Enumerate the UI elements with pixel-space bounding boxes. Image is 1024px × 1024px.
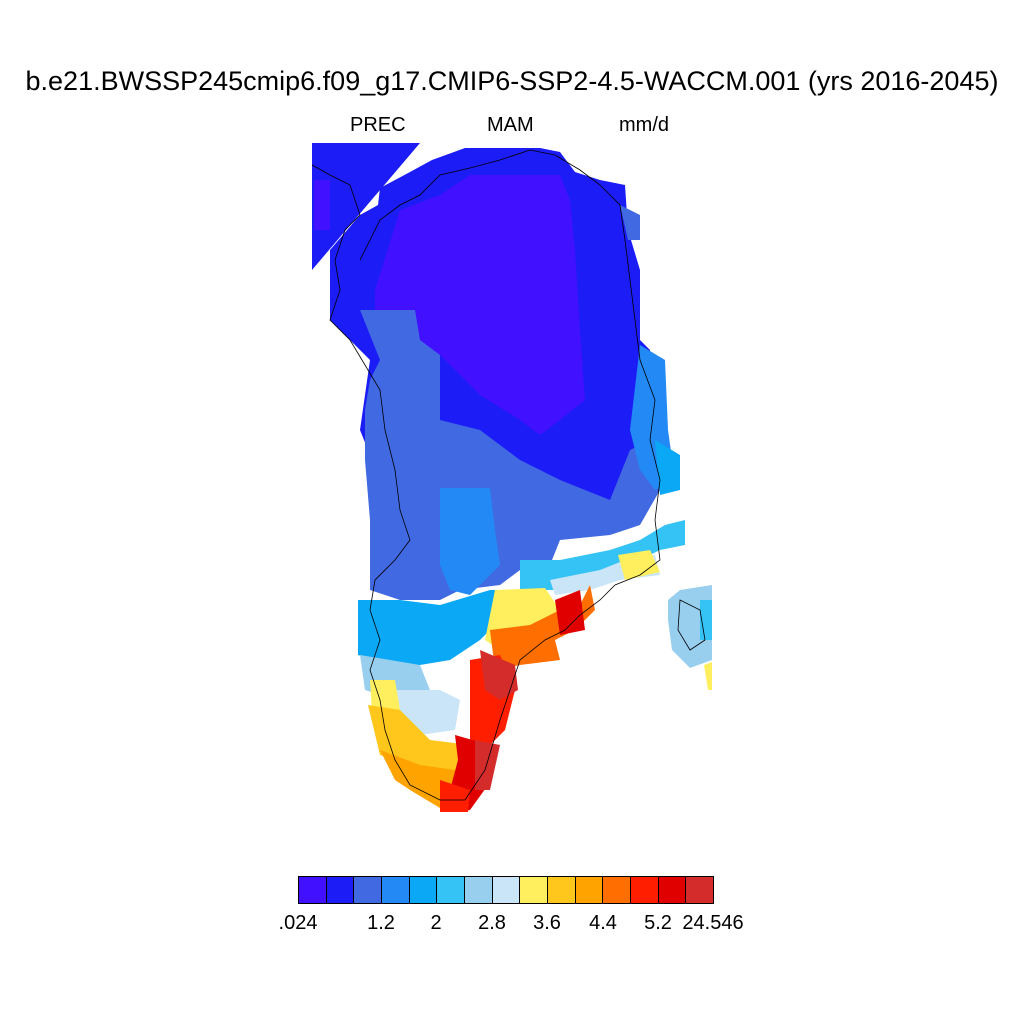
colorbar-tick-label: 3.6: [533, 912, 561, 934]
coastline-island: [677, 599, 706, 651]
units-label: mm/d: [619, 114, 669, 136]
region-southeast-orange: [490, 585, 595, 670]
colorbar-swatch-10: [575, 877, 604, 903]
colorbar-swatch-1: [326, 877, 355, 903]
colorbar-swatch-11: [603, 877, 632, 903]
colorbar-tick-label: 24.546: [682, 912, 744, 934]
colorbar-tick-label: 2: [430, 912, 442, 934]
colorbar-swatch-7: [492, 877, 521, 903]
colorbar-tick-label: .024: [278, 912, 318, 934]
region-south-tip-darkred: [475, 740, 500, 790]
region-central-lightblue-1: [440, 488, 500, 595]
colorbar-tick-label: 5.2: [644, 912, 672, 934]
colorbar-swatch-12: [631, 877, 659, 903]
plot-title: b.e21.BWSSP245cmip6.f09_g17.CMIP6-SSP2-4…: [25, 66, 999, 96]
colorbar-swatch-5: [437, 877, 466, 903]
colorbar: [298, 876, 714, 904]
colorbar-swatch-14: [686, 877, 714, 903]
region-east-cyan: [655, 440, 680, 495]
region-south-tip-redorange: [440, 780, 470, 812]
region-southeast-red-1: [555, 590, 585, 635]
region-northwest-purple-patch: [314, 180, 330, 230]
colorbar-swatch-6: [465, 877, 493, 903]
colorbar-tick-label: 2.8: [478, 912, 506, 934]
coastline: [311, 149, 661, 801]
season-label: MAM: [487, 114, 534, 136]
colorbar-swatch-9: [548, 877, 576, 903]
region-southeast-darkred-1: [480, 650, 518, 700]
variable-label: PREC: [350, 114, 406, 136]
colorbar-swatch-8: [520, 877, 549, 903]
colorbar-tick-label: 1.2: [367, 912, 395, 934]
colorbar-swatch-2: [354, 877, 383, 903]
region-coast-east-blue: [620, 205, 640, 240]
region-north-purple: [375, 175, 585, 435]
region-south-cyan-band: [520, 520, 685, 590]
colorbar-swatch-3: [382, 877, 410, 903]
region-northwest-blue: [312, 143, 420, 270]
colorbar-swatch-4: [409, 877, 438, 903]
region-central-royalblue: [360, 310, 660, 600]
colorbar-swatch-0: [299, 877, 327, 903]
region-east-island-yellow: [704, 662, 712, 690]
colorbar-swatch-13: [658, 877, 687, 903]
region-south-yellow-west: [370, 680, 400, 712]
colorbar-tick-label: 4.4: [589, 912, 617, 934]
region-south-band-1: [358, 590, 530, 665]
region-south-yellow-east: [618, 550, 660, 580]
